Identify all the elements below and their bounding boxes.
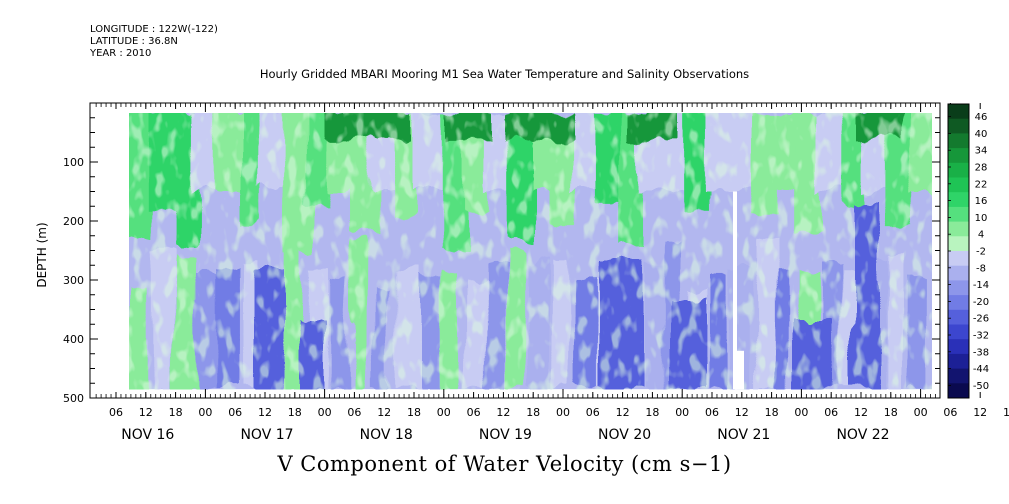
x-day-label: NOV 22 bbox=[836, 427, 889, 443]
x-day-label: NOV 20 bbox=[598, 427, 651, 443]
x-hour-tick-label: 00 bbox=[556, 406, 570, 419]
year-label: YEAR : 2010 bbox=[90, 48, 152, 59]
x-hour-tick-label: 06 bbox=[586, 406, 600, 419]
colorbar-label: -44 bbox=[973, 364, 989, 375]
colorbar-swatch bbox=[948, 309, 969, 325]
longitude-label: LONGITUDE : 122W(-122) bbox=[90, 24, 218, 35]
data-gap-thin bbox=[733, 191, 737, 390]
x-hour-tick-label: 00 bbox=[675, 406, 689, 419]
colorbar-label: -32 bbox=[973, 331, 989, 342]
x-day-label: NOV 19 bbox=[479, 427, 532, 443]
colorbar-label: 22 bbox=[975, 179, 988, 190]
field-texture bbox=[129, 113, 932, 390]
colorbar-label: -2 bbox=[976, 247, 986, 258]
colorbar-swatch bbox=[948, 162, 969, 178]
x-hour-tick-label: 06 bbox=[824, 406, 838, 419]
colorbar-label: -26 bbox=[973, 314, 989, 325]
x-day-label: NOV 17 bbox=[240, 427, 293, 443]
colorbar-swatch bbox=[948, 324, 969, 340]
y-tick-label: 200 bbox=[63, 215, 84, 228]
colorbar-swatch bbox=[948, 133, 969, 149]
x-hour-tick-label: 18 bbox=[288, 406, 302, 419]
y-tick-label: 400 bbox=[63, 333, 84, 346]
x-hour-tick-label: 18 bbox=[407, 406, 421, 419]
colorbar: 46 40 34 28 22 16 10 4 -2 -8 -14 -20 -26 -32 -38 -44 -50 bbox=[947, 103, 989, 399]
colorbar-label: 40 bbox=[975, 129, 988, 140]
y-tick-label: 300 bbox=[63, 274, 84, 287]
colorbar-swatch bbox=[948, 177, 969, 193]
latitude-label: LATITUDE : 36.8N bbox=[90, 36, 178, 47]
colorbar-swatch bbox=[948, 265, 969, 281]
x-hour-tick-label: 00 bbox=[198, 406, 212, 419]
x-hour-tick-label: 18 bbox=[169, 406, 183, 419]
x-hour-tick-label: 12 bbox=[139, 406, 153, 419]
x-hour-tick-label: 12 bbox=[258, 406, 272, 419]
x-hour-tick-label: 12 bbox=[735, 406, 749, 419]
x-day-label: NOV 18 bbox=[360, 427, 413, 443]
velocity-field bbox=[129, 113, 932, 390]
colorbar-label: 16 bbox=[975, 196, 988, 207]
colorbar-label: -38 bbox=[973, 347, 989, 358]
x-day-label: NOV 16 bbox=[121, 427, 174, 443]
variable-title: V Component of Water Velocity (cm s−1) bbox=[277, 452, 732, 476]
colorbar-swatch bbox=[948, 236, 969, 252]
x-hour-tick-label: 18 bbox=[1003, 406, 1009, 419]
colorbar-label: 4 bbox=[978, 230, 984, 241]
colorbar-label: -50 bbox=[973, 381, 989, 392]
axes: 06 12 18 00 06 12 18 00 06 12 18 00 06 12 18 00 06 12 18 00… bbox=[63, 102, 1009, 443]
colorbar-swatch bbox=[948, 368, 969, 384]
x-hour-tick-label: 18 bbox=[884, 406, 898, 419]
colorbar-swatch bbox=[948, 383, 969, 399]
chart-title: Hourly Gridded MBARI Mooring M1 Sea Wate… bbox=[259, 67, 750, 81]
colorbar-label: -20 bbox=[973, 297, 989, 308]
x-hour-tick-label: 06 bbox=[467, 406, 481, 419]
colorbar-swatch bbox=[948, 192, 969, 208]
plot-area bbox=[129, 113, 932, 390]
colorbar-label: 28 bbox=[975, 163, 988, 174]
colorbar-label: 46 bbox=[975, 112, 988, 123]
colorbar-label: 10 bbox=[975, 213, 988, 224]
colorbar-swatch bbox=[948, 353, 969, 370]
colorbar-swatch bbox=[948, 104, 969, 120]
colorbar-swatch bbox=[948, 148, 969, 164]
x-hour-tick-label: 00 bbox=[437, 406, 451, 419]
x-hour-tick-label: 00 bbox=[794, 406, 808, 419]
data-gap bbox=[735, 350, 744, 390]
x-hour-tick-label: 12 bbox=[973, 406, 987, 419]
x-hour-tick-label: 18 bbox=[765, 406, 779, 419]
colorbar-swatch bbox=[948, 118, 969, 134]
x-hour-tick-label: 18 bbox=[526, 406, 540, 419]
x-hour-tick-label: 12 bbox=[496, 406, 510, 419]
x-day-label: NOV 21 bbox=[717, 427, 770, 443]
colorbar-swatch bbox=[948, 280, 969, 296]
x-hour-tick-label: 12 bbox=[377, 406, 391, 419]
x-hour-tick-label: 00 bbox=[914, 406, 928, 419]
x-hour-tick-label: 06 bbox=[109, 406, 123, 419]
x-hour-tick-label: 18 bbox=[645, 406, 659, 419]
colorbar-swatch bbox=[948, 339, 969, 355]
colorbar-swatch bbox=[948, 295, 969, 311]
colorbar-swatch bbox=[948, 206, 969, 223]
colorbar-label: -8 bbox=[976, 263, 986, 274]
y-tick-label: 500 bbox=[63, 392, 84, 405]
x-hour-tick-label: 06 bbox=[228, 406, 242, 419]
x-hour-tick-label: 06 bbox=[705, 406, 719, 419]
colorbar-swatch bbox=[948, 221, 969, 237]
colorbar-swatch bbox=[948, 251, 969, 267]
x-hour-tick-label: 12 bbox=[616, 406, 630, 419]
x-hour-tick-label: 06 bbox=[347, 406, 361, 419]
colorbar-label: -14 bbox=[973, 280, 989, 291]
y-tick-label: 100 bbox=[63, 156, 84, 169]
y-axis-label: DEPTH (m) bbox=[35, 222, 49, 287]
x-hour-tick-label: 00 bbox=[318, 406, 332, 419]
x-hour-tick-label: 06 bbox=[943, 406, 957, 419]
colorbar-label: 34 bbox=[975, 146, 988, 157]
x-hour-tick-label: 12 bbox=[854, 406, 868, 419]
